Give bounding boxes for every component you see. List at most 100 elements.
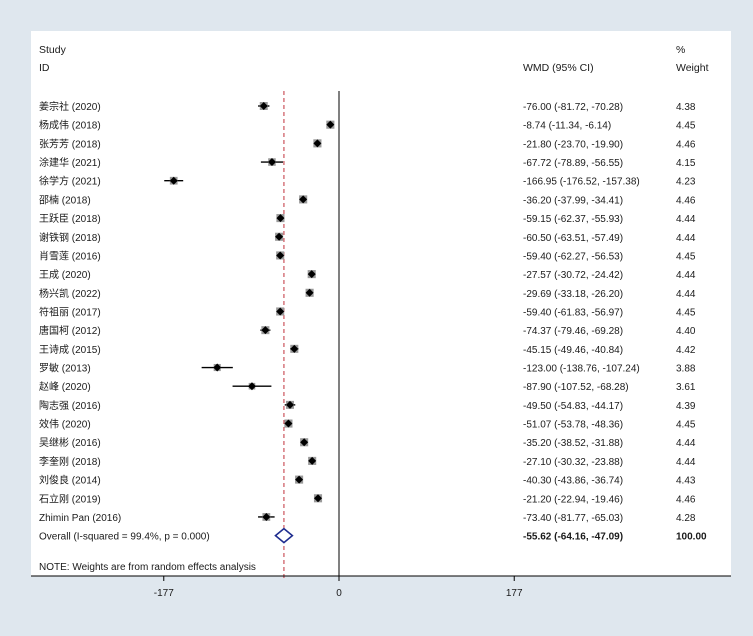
point-estimate (299, 195, 308, 204)
point-estimate (213, 363, 222, 372)
header-percent: % (676, 44, 685, 56)
study-label: Zhimin Pan (2016) (39, 513, 121, 524)
study-label: 徐学方 (2021) (39, 175, 101, 188)
weight-text: 4.46 (676, 139, 696, 150)
study-label: 张芳芳 (2018) (39, 137, 101, 150)
header-weight: Weight (676, 62, 709, 74)
study-label: 陶志强 (2016) (39, 399, 101, 412)
study-label: 姜宗社 (2020) (39, 100, 101, 113)
point-estimate (290, 344, 299, 353)
weight-text: 3.61 (676, 382, 696, 393)
effect-estimate-text: -40.30 (-43.86, -36.74) (523, 476, 623, 487)
weight-text: 4.44 (676, 270, 696, 281)
effect-estimate-text: -8.74 (-11.34, -6.14) (523, 121, 611, 132)
x-axis: -177 0 177 (31, 575, 731, 599)
study-label: 谢铁钢 (2018) (39, 231, 101, 244)
weight-text: 4.42 (676, 345, 696, 356)
overall-diamond (274, 527, 294, 544)
effect-estimate-text: -59.40 (-61.83, -56.97) (523, 307, 623, 318)
study-label: 赵峰 (2020) (39, 380, 91, 393)
x-tick-label: 0 (336, 588, 342, 599)
header-study: Study (39, 44, 67, 56)
weight-text: 4.44 (676, 289, 696, 300)
weight-text: 4.44 (676, 457, 696, 468)
effect-estimate-text: -21.80 (-23.70, -19.90) (523, 139, 623, 150)
effect-estimate-text: -67.72 (-78.89, -56.55) (523, 158, 623, 169)
point-estimate (261, 326, 270, 335)
weight-text: 4.46 (676, 494, 696, 505)
point-estimate (313, 139, 322, 148)
effect-estimate-text: -35.20 (-38.52, -31.88) (523, 438, 623, 449)
x-tick-label: -177 (154, 588, 174, 599)
effect-estimate-text: -51.07 (-53.78, -48.36) (523, 420, 623, 431)
effect-estimate-text: -59.15 (-62.37, -55.93) (523, 214, 623, 225)
study-label: 吴继彬 (2016) (39, 436, 101, 449)
study-label: 王诗成 (2015) (39, 343, 101, 356)
weight-text: 4.45 (676, 307, 696, 318)
overall-weight-text: 100.00 (676, 532, 707, 543)
weights-note: NOTE: Weights are from random effects an… (39, 562, 256, 573)
effect-estimate-text: -21.20 (-22.94, -19.46) (523, 494, 623, 505)
study-label: 符祖丽 (2017) (39, 305, 101, 318)
weight-text: 4.23 (676, 177, 696, 188)
point-estimate (314, 494, 323, 503)
weight-text: 4.45 (676, 121, 696, 132)
weight-text: 4.44 (676, 438, 696, 449)
effect-estimate-text: -36.20 (-37.99, -34.41) (523, 195, 623, 206)
study-label: 唐国柯 (2012) (39, 324, 101, 337)
study-label: 王成 (2020) (39, 269, 91, 281)
effect-estimate-text: -87.90 (-107.52, -68.28) (523, 382, 629, 393)
effect-estimate-text: -166.95 (-176.52, -157.38) (523, 177, 640, 188)
effect-estimate-text: -49.50 (-54.83, -44.17) (523, 401, 623, 412)
point-estimate (305, 288, 314, 297)
point-estimate (307, 270, 316, 279)
overall-label: Overall (I-squared = 99.4%, p = 0.000) (39, 532, 210, 543)
effect-estimate-text: -73.40 (-81.77, -65.03) (523, 513, 623, 524)
effect-estimate-text: -27.57 (-30.72, -24.42) (523, 270, 623, 281)
weight-text: 4.39 (676, 401, 696, 412)
header-id: ID (39, 62, 50, 74)
weight-text: 4.40 (676, 326, 696, 337)
weight-text: 4.45 (676, 420, 696, 431)
point-estimate (259, 102, 268, 110)
weight-text: 4.43 (676, 476, 696, 487)
point-estimate (262, 512, 271, 521)
effect-estimate-text: -27.10 (-30.32, -23.88) (523, 457, 623, 468)
study-label: 石立刚 (2019) (39, 492, 101, 505)
header-effect: WMD (95% CI) (523, 62, 594, 74)
point-estimate (275, 232, 284, 241)
point-estimate (276, 214, 285, 223)
point-estimate (169, 176, 178, 185)
weight-text: 4.28 (676, 513, 696, 524)
study-rows: 姜宗社 (2020) -76.00 (-81.72, -70.28) 4.38 杨成伟… (39, 91, 707, 579)
weight-text: 4.45 (676, 251, 696, 262)
study-label: 王跃臣 (2018) (39, 213, 101, 225)
effect-estimate-text: -45.15 (-49.46, -40.84) (523, 345, 623, 356)
x-tick-label: 177 (506, 588, 523, 599)
study-label: 邵楠 (2018) (39, 193, 91, 206)
forest-plot-panel: Study ID WMD (95% CI) % Weight 姜宗社 (2020… (31, 31, 731, 599)
study-label: 李奎刚 (2018) (39, 455, 101, 468)
weight-text: 4.46 (676, 195, 696, 206)
study-label: 杨成伟 (2018) (39, 119, 101, 132)
column-headers: Study ID WMD (95% CI) % Weight (39, 44, 709, 74)
weight-text: 4.44 (676, 233, 696, 244)
point-estimate (284, 419, 293, 428)
weight-text: 4.38 (676, 102, 696, 113)
study-label: 效伟 (2020) (39, 418, 91, 431)
study-label: 罗敏 (2013) (39, 362, 91, 375)
study-label: 涂建华 (2021) (39, 156, 101, 169)
point-estimate (308, 456, 317, 465)
effect-estimate-text: -29.69 (-33.18, -26.20) (523, 289, 623, 300)
effect-estimate-text: -60.50 (-63.51, -57.49) (523, 233, 623, 244)
point-estimate (295, 475, 304, 484)
point-estimate (285, 400, 294, 409)
effect-estimate-text: -59.40 (-62.27, -56.53) (523, 251, 623, 262)
study-label: 杨兴凯 (2022) (39, 287, 101, 300)
effect-estimate-text: -74.37 (-79.46, -69.28) (523, 326, 623, 337)
point-estimate (267, 158, 276, 167)
point-estimate (326, 120, 335, 129)
point-estimate (276, 251, 285, 260)
forest-plot: Study ID WMD (95% CI) % Weight 姜宗社 (2020… (31, 44, 731, 599)
